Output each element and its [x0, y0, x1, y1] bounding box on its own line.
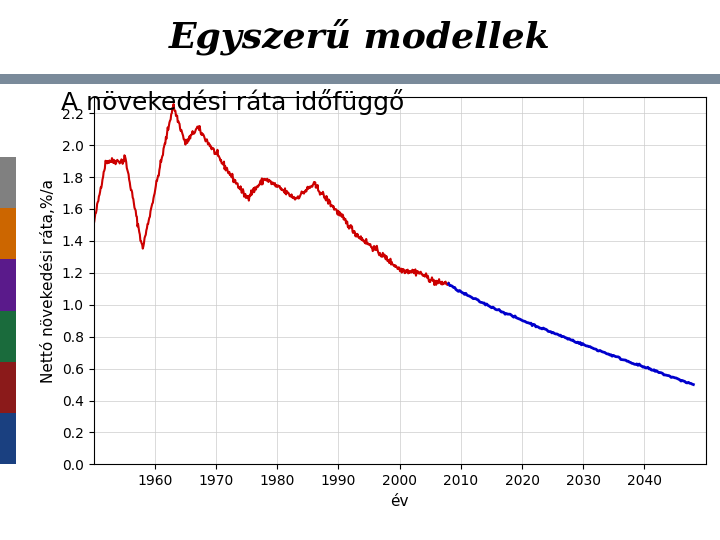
X-axis label: év: év	[390, 494, 409, 509]
Y-axis label: Nettó növekedési ráta,%/a: Nettó növekedési ráta,%/a	[41, 179, 56, 383]
Text: Egyszerű modellek: Egyszerű modellek	[169, 19, 551, 56]
Text: A növekedési ráta időfüggő: A növekedési ráta időfüggő	[61, 89, 405, 115]
